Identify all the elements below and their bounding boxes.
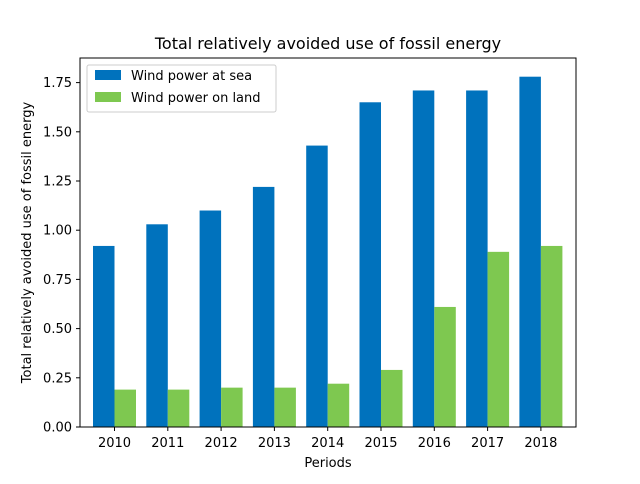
bar-land-2015	[381, 369, 403, 427]
x-tick-label-2018: 2018	[524, 436, 557, 451]
chart-title: Total relatively avoided use of fossil e…	[154, 34, 501, 53]
bar-land-2010	[114, 389, 136, 427]
x-tick-label-2014: 2014	[311, 436, 344, 451]
x-tick-label-2010: 2010	[98, 436, 131, 451]
bar-sea-2010	[93, 245, 115, 427]
y-tick-label-1.00: 1.00	[43, 224, 72, 239]
bars-group	[93, 76, 563, 427]
bar-sea-2014	[306, 145, 328, 427]
bar-land-2018	[540, 245, 563, 427]
bar-sea-2016	[412, 90, 435, 427]
bar-land-2014	[327, 383, 350, 427]
bar-sea-2012	[199, 210, 222, 427]
x-axis-label: Periods	[304, 456, 352, 471]
bar-land-2013	[274, 387, 296, 427]
x-tick-label-2011: 2011	[151, 436, 184, 451]
bar-sea-2013	[252, 186, 275, 427]
y-axis-label: Total relatively avoided use of fossil e…	[20, 102, 35, 385]
legend-label-sea: Wind power at sea	[131, 69, 252, 84]
x-tick-label-2013: 2013	[258, 436, 291, 451]
y-tick-label-1.25: 1.25	[43, 175, 72, 190]
bar-sea-2015	[359, 102, 381, 427]
y-tick-label-0.50: 0.50	[43, 322, 72, 337]
bar-land-2017	[487, 251, 510, 427]
x-axis: 2010 2011 2012 2013 2014 2015 2016 2017 2018	[98, 427, 557, 451]
bar-sea-2011	[146, 224, 168, 427]
x-tick-label-2016: 2016	[418, 436, 451, 451]
y-tick-label-0.00: 0.00	[43, 421, 72, 436]
y-tick-label-1.75: 1.75	[43, 76, 72, 91]
bar-sea-2017	[466, 90, 488, 427]
y-tick-label-1.50: 1.50	[43, 125, 72, 140]
bar-land-2011	[167, 389, 190, 427]
legend-swatch-sea	[95, 70, 121, 80]
legend-box	[86, 64, 277, 113]
legend: Wind power at sea Wind power on land	[86, 64, 277, 113]
y-tick-label-0.25: 0.25	[43, 371, 72, 386]
bar-land-2012	[221, 387, 243, 427]
bar-sea-2018	[519, 76, 541, 427]
legend-label-land: Wind power on land	[131, 91, 261, 106]
x-tick-label-2012: 2012	[205, 436, 238, 451]
y-axis: 0.00 0.25 0.50 0.75 1.00 1.25 1.50 1.75	[43, 76, 80, 436]
bar-land-2016	[434, 306, 456, 427]
x-tick-label-2015: 2015	[364, 436, 397, 451]
x-tick-label-2017: 2017	[471, 436, 504, 451]
y-tick-label-0.75: 0.75	[43, 273, 72, 288]
legend-swatch-land	[95, 92, 121, 102]
